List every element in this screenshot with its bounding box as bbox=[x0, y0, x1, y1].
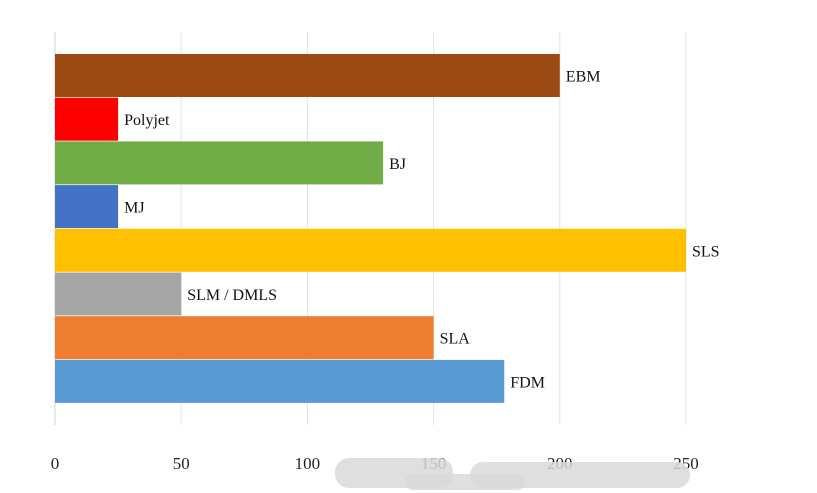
bar-polyjet bbox=[55, 97, 119, 141]
bar-mj bbox=[55, 185, 119, 229]
x-tick-label-50: 50 bbox=[173, 454, 190, 473]
bar-sls bbox=[55, 228, 686, 272]
bar-sla bbox=[55, 316, 434, 360]
bar-fdm bbox=[55, 359, 505, 403]
bar-label-fdm: FDM bbox=[510, 374, 545, 391]
bar-label-mj: MJ bbox=[124, 200, 144, 217]
bar-label-ebm: EBM bbox=[566, 69, 601, 86]
bar-label-sla: SLA bbox=[440, 331, 471, 348]
bar-label-bj: BJ bbox=[389, 156, 406, 173]
bar-label-sls: SLS bbox=[692, 243, 720, 260]
bar-bj bbox=[55, 141, 384, 185]
bar-labels: EBM Polyjet BJ MJ SLS SLM / DMLS SLA FDM bbox=[124, 69, 719, 392]
bar-ebm bbox=[55, 54, 560, 97]
bar-label-polyjet: Polyjet bbox=[124, 112, 170, 129]
x-tick-label-0: 0 bbox=[51, 454, 60, 473]
bar-label-slm-dmls: SLM / DMLS bbox=[187, 287, 277, 304]
blurred-watermark bbox=[335, 458, 690, 490]
gridlines bbox=[54, 32, 687, 425]
bar-slm-dmls bbox=[55, 272, 182, 316]
bars bbox=[55, 54, 686, 403]
x-tick-label-100: 100 bbox=[295, 454, 321, 473]
